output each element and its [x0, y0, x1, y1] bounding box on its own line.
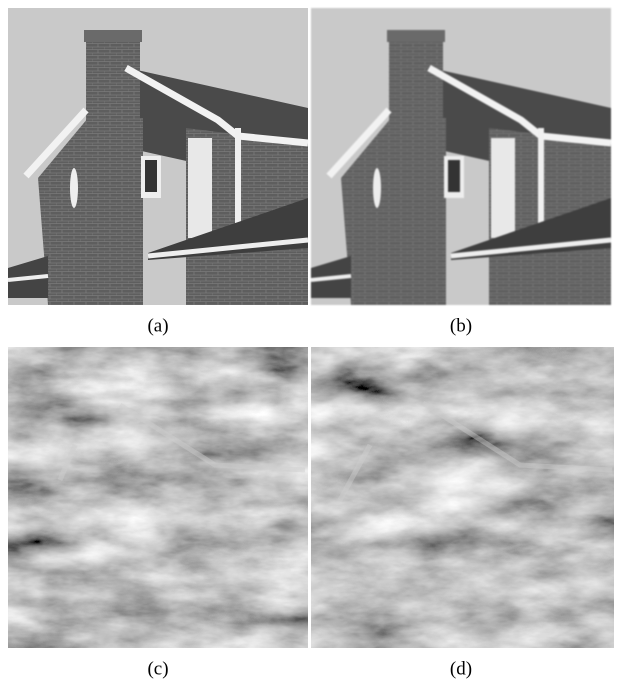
panel-b-image [311, 8, 611, 305]
panel-c-image [8, 347, 308, 648]
panel-a-image [8, 8, 308, 305]
caption: (a) [147, 315, 168, 336]
caption: (b) [450, 315, 472, 336]
caption: (d) [450, 658, 472, 679]
panel-d-image [311, 347, 614, 648]
caption: (c) [147, 658, 168, 679]
ghost-edges [57, 400, 613, 502]
